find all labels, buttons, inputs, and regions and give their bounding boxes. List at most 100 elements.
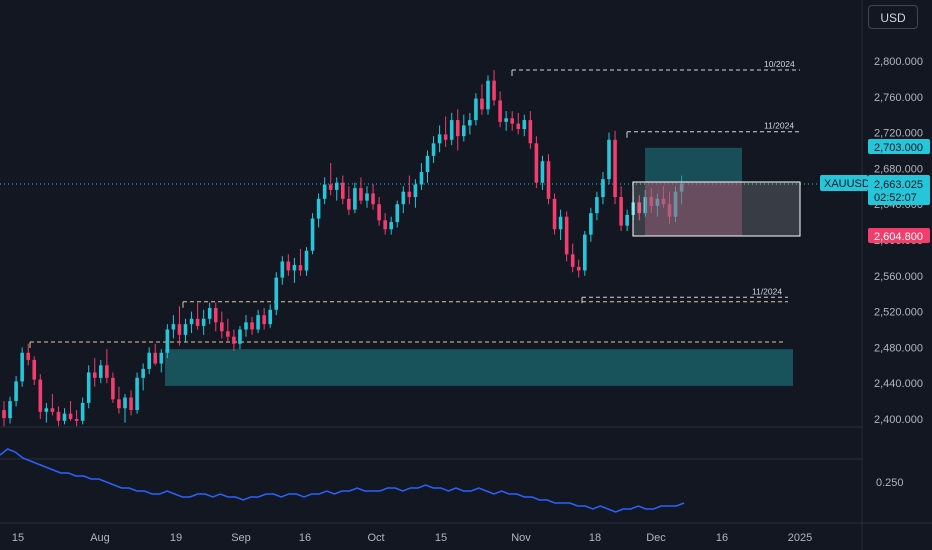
candle (365, 193, 369, 201)
candle (328, 184, 333, 190)
candle (280, 261, 285, 278)
time-tick: 19 (170, 532, 182, 544)
candle (570, 254, 575, 267)
current-price-badge (868, 175, 930, 205)
price-badges: XAUUSD 2,703.000 2,663.025 02:52:07 2,60… (820, 139, 930, 243)
current-price-label: 2,663.025 (874, 179, 923, 191)
candle (8, 401, 12, 419)
price-tick: 2,800.000 (874, 56, 923, 68)
candle (564, 216, 569, 255)
price-tick: 2,440.000 (874, 378, 923, 390)
candle (238, 329, 242, 344)
candle (492, 80, 496, 101)
candle (516, 123, 521, 130)
candle (625, 214, 629, 226)
candle (425, 155, 430, 172)
time-tick: 2025 (788, 532, 812, 544)
candle (347, 198, 351, 210)
candle (419, 171, 424, 185)
time-tick: Oct (367, 532, 384, 544)
candle (431, 143, 436, 156)
candle (2, 410, 6, 419)
candle (413, 184, 418, 198)
candle (256, 315, 260, 330)
symbol-badge (820, 175, 868, 191)
upper-price-label: 2,703.000 (874, 142, 923, 154)
candle (310, 218, 315, 251)
candle (177, 324, 182, 335)
candle (383, 220, 387, 230)
candle (220, 322, 224, 332)
currency-button[interactable]: USD (868, 5, 918, 29)
price-tick: 2,480.000 (874, 342, 923, 354)
candle (558, 216, 563, 230)
countdown-label: 02:52:07 (874, 192, 917, 204)
candle (395, 204, 400, 223)
candle (62, 413, 67, 421)
lower-price-label: 2,604.800 (874, 231, 923, 243)
stop-zone[interactable] (645, 181, 742, 236)
time-tick: Nov (511, 532, 531, 544)
candle (449, 120, 454, 140)
candle (207, 308, 212, 319)
candle (353, 188, 357, 210)
level-label: 10/2024 (764, 59, 795, 69)
candle (341, 182, 345, 199)
candle (443, 134, 448, 140)
candle (268, 309, 272, 325)
candle (298, 265, 303, 271)
candle (576, 266, 581, 271)
candle (274, 277, 279, 310)
candle (286, 261, 291, 271)
candle (619, 197, 623, 226)
candle (20, 352, 24, 382)
candle (44, 408, 49, 412)
candle (213, 308, 218, 323)
candle (407, 191, 412, 198)
candle (147, 352, 151, 369)
candle (316, 198, 321, 219)
candle (26, 352, 30, 360)
candle (359, 188, 363, 201)
candle (401, 191, 406, 205)
candle (589, 213, 593, 235)
candle (474, 98, 478, 121)
indicator-tick: 0.250 (876, 477, 904, 489)
candles-layer (2, 69, 684, 427)
candle (38, 379, 43, 412)
candle (117, 399, 121, 409)
candle (528, 120, 533, 144)
candle (68, 413, 73, 419)
candle (613, 139, 617, 198)
price-tick: 2,680.000 (874, 163, 923, 175)
time-tick: 16 (716, 532, 728, 544)
candle (92, 372, 97, 378)
target-zone[interactable] (645, 147, 742, 182)
candle (322, 184, 327, 199)
candle (504, 118, 508, 122)
candle (292, 265, 297, 271)
candle (510, 118, 514, 124)
range-box[interactable] (632, 181, 801, 237)
candle (189, 318, 194, 325)
level-label: 11/2024 (752, 286, 782, 296)
candle (195, 318, 200, 326)
candle (480, 98, 484, 110)
candle (99, 365, 103, 378)
candle (304, 250, 309, 271)
candle (486, 80, 490, 110)
time-tick: 15 (435, 532, 447, 544)
candle (153, 352, 158, 364)
candle (540, 161, 545, 183)
candle (389, 222, 393, 230)
candle (165, 329, 170, 353)
candle (80, 402, 85, 421)
price-axis[interactable]: 2,800.0002,760.0002,720.0002,680.0002,64… (874, 56, 923, 426)
candle (32, 359, 37, 380)
candle (455, 120, 460, 137)
position-tool[interactable] (632, 147, 801, 237)
time-axis[interactable]: 15 Aug 19 Sep 16 Oct 15 Nov 18 Dec 16 2025 (12, 532, 812, 544)
demand-zone[interactable] (165, 349, 793, 386)
candle (437, 134, 442, 144)
